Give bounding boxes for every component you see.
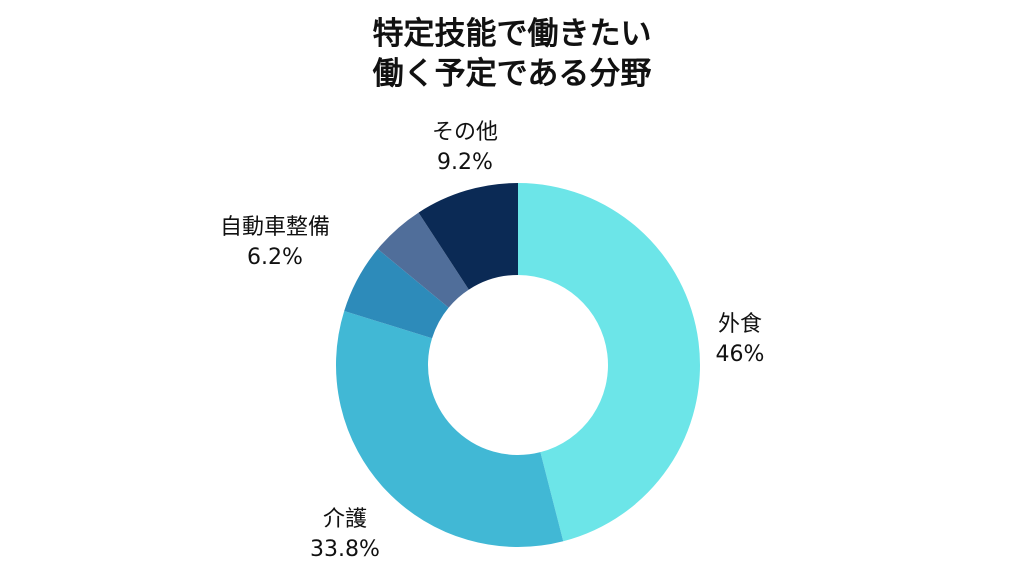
- slice-label-value: 9.2%: [437, 150, 493, 175]
- donut-slice: [418, 183, 518, 290]
- slice-label-name: 介護: [322, 507, 368, 532]
- slice-label-name: 外食: [717, 312, 762, 337]
- slice-label-name: 自動車整備: [219, 215, 331, 240]
- donut-slice: [518, 183, 701, 542]
- slice-label-value: 6.2%: [247, 245, 303, 270]
- chart-title-line-2: 働く予定である分野: [372, 56, 652, 92]
- donut-slice: [377, 212, 469, 308]
- chart-title-line-1: 特定技能で働きたい: [372, 16, 652, 52]
- slice-label-value: 33.8%: [310, 537, 380, 562]
- slice-label: 外食 46%: [716, 310, 765, 370]
- slice-label: 自動車整備 6.2%: [220, 213, 330, 273]
- slice-label-name: その他: [431, 120, 499, 145]
- slice-label: 介護 33.8%: [310, 505, 380, 565]
- slice-label: その他 9.2%: [432, 118, 498, 178]
- slice-label-value: 46%: [715, 342, 765, 367]
- donut-slice: [336, 310, 564, 547]
- donut-slice: [344, 248, 449, 339]
